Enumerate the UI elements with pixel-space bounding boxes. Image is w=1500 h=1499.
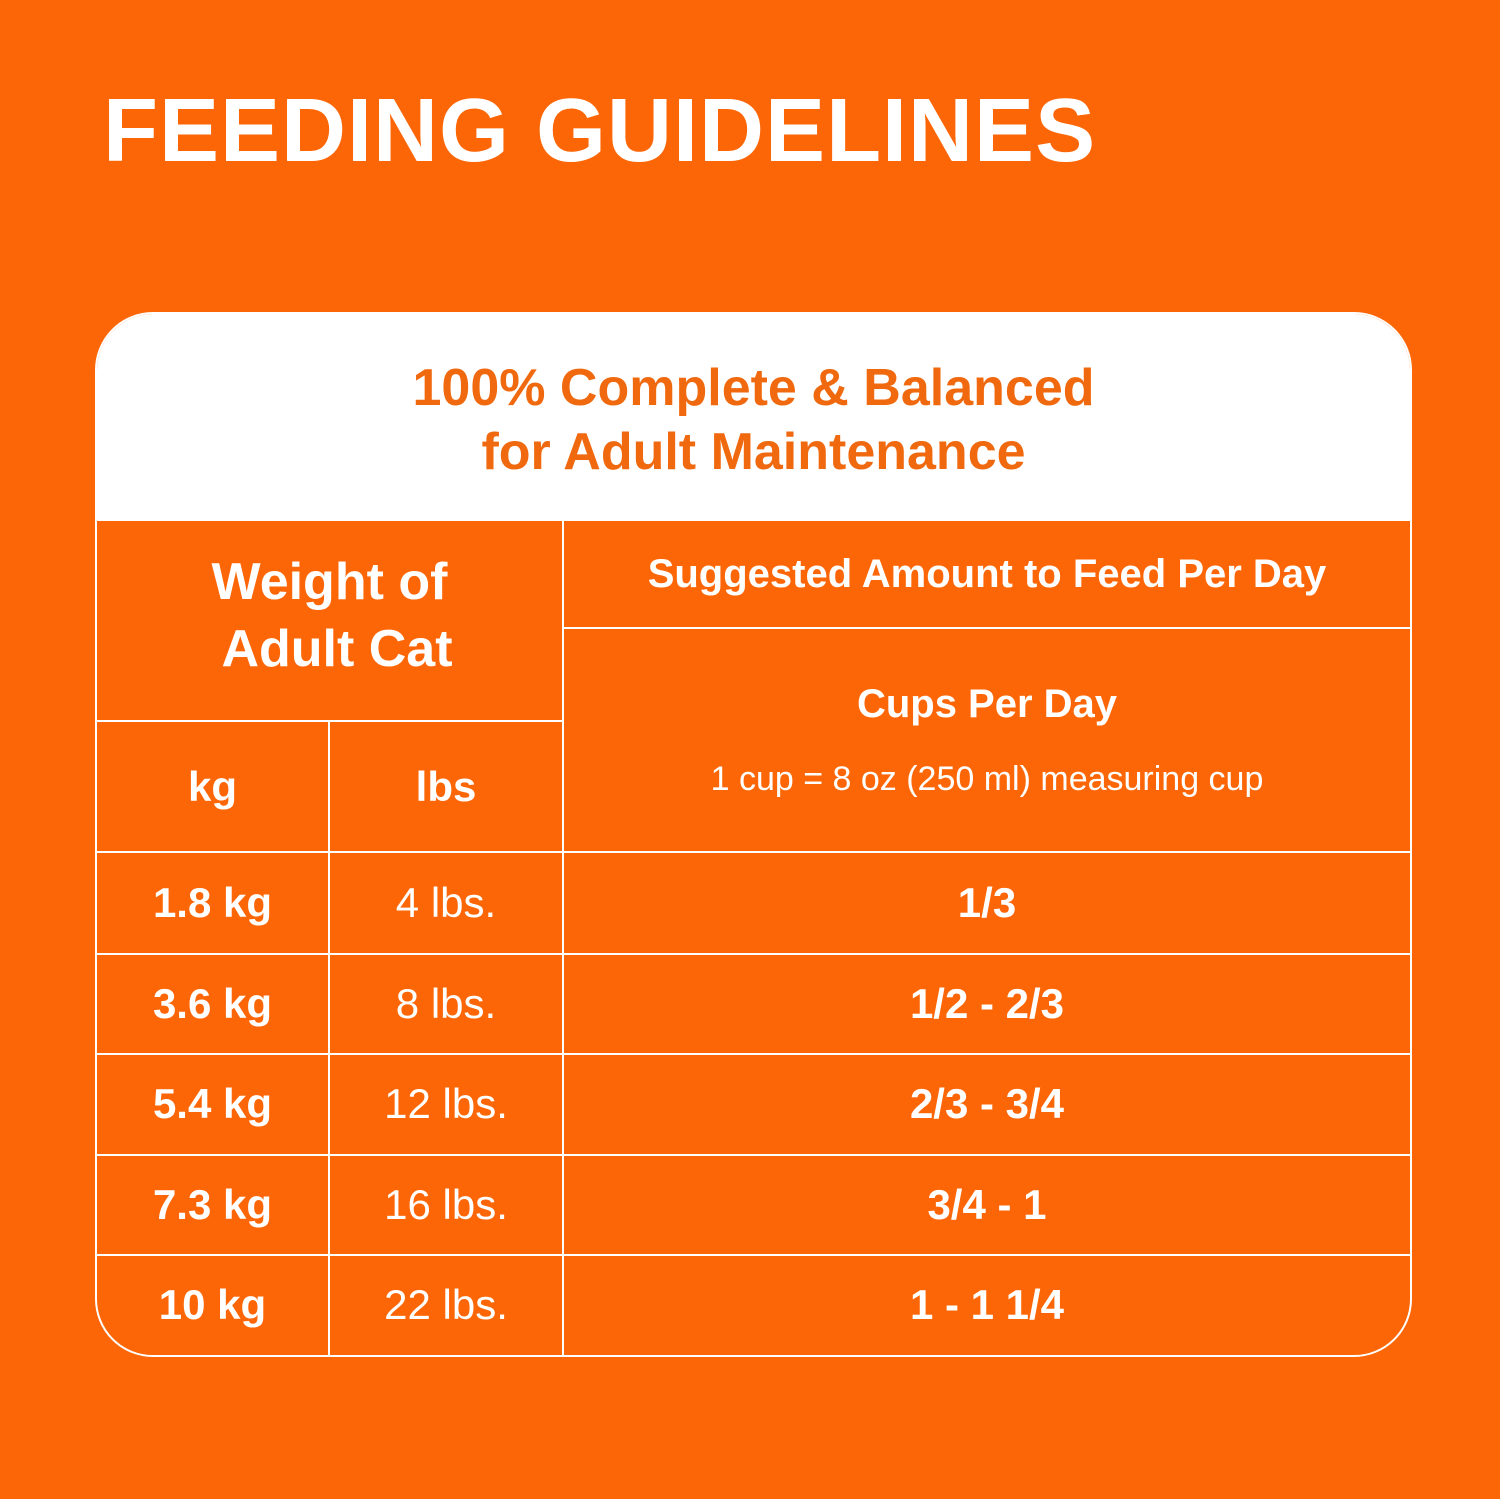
amount-header: Suggested Amount to Feed Per Day <box>647 551 1327 596</box>
page-title: FEEDING GUIDELINES <box>103 81 1097 181</box>
caption-line: 100% Complete & Balanced <box>412 359 1095 417</box>
weight-lbs: 16 lbs. <box>384 1180 508 1228</box>
cups-note: 1 cup = 8 oz (250 ml) measuring cup <box>710 759 1264 798</box>
divider <box>562 521 564 1355</box>
divider <box>97 720 564 722</box>
divider <box>97 851 1410 853</box>
caption-line: for Adult Maintenance <box>481 423 1026 481</box>
weight-lbs: 12 lbs. <box>384 1080 508 1128</box>
feeding-table: 100% Complete & Balanced for Adult Maint… <box>95 312 1412 1357</box>
weight-kg: 10 kg <box>158 1281 267 1329</box>
cups-per-day: 3/4 - 1 <box>927 1180 1047 1228</box>
weight-kg: 5.4 kg <box>152 1080 273 1128</box>
cups-per-day: 1/3 <box>957 879 1017 927</box>
row-divider <box>97 1053 1410 1055</box>
caption-area <box>97 314 1410 521</box>
weight-header: Weight of <box>211 553 448 611</box>
row-divider <box>97 1153 1410 1156</box>
divider <box>564 627 1410 629</box>
weight-kg: 7.3 kg <box>152 1180 273 1228</box>
cups-per-day: 1 - 1 1/4 <box>909 1281 1065 1329</box>
weight-kg: 1.8 kg <box>152 879 273 927</box>
weight-lbs: 22 lbs. <box>384 1281 508 1329</box>
weight-kg: 3.6 kg <box>152 979 273 1027</box>
weight-lbs: 4 lbs. <box>395 879 497 927</box>
divider <box>328 720 330 1355</box>
cups-per-day: 1/2 - 2/3 <box>909 979 1065 1027</box>
unit-header: lbs <box>415 762 477 810</box>
cups-per-day: 2/3 - 3/4 <box>909 1080 1065 1128</box>
row-divider <box>97 952 1410 955</box>
weight-header: Adult Cat <box>221 620 453 678</box>
cups-header: Cups Per Day <box>856 681 1118 726</box>
weight-lbs: 8 lbs. <box>395 979 497 1027</box>
row-divider <box>97 1254 1410 1256</box>
unit-header: kg <box>187 762 237 810</box>
